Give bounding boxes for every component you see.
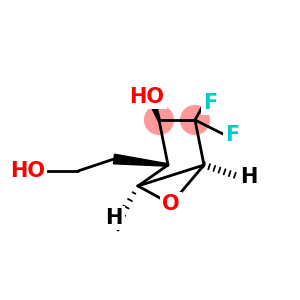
Circle shape <box>181 106 209 134</box>
Circle shape <box>145 106 173 134</box>
Text: H: H <box>105 208 123 228</box>
Polygon shape <box>113 154 168 166</box>
Text: F: F <box>225 125 239 145</box>
Text: HO: HO <box>10 161 45 181</box>
Polygon shape <box>142 85 160 120</box>
Text: HO: HO <box>130 87 164 107</box>
Text: O: O <box>162 194 180 214</box>
Text: F: F <box>203 93 217 113</box>
Text: H: H <box>240 167 257 187</box>
